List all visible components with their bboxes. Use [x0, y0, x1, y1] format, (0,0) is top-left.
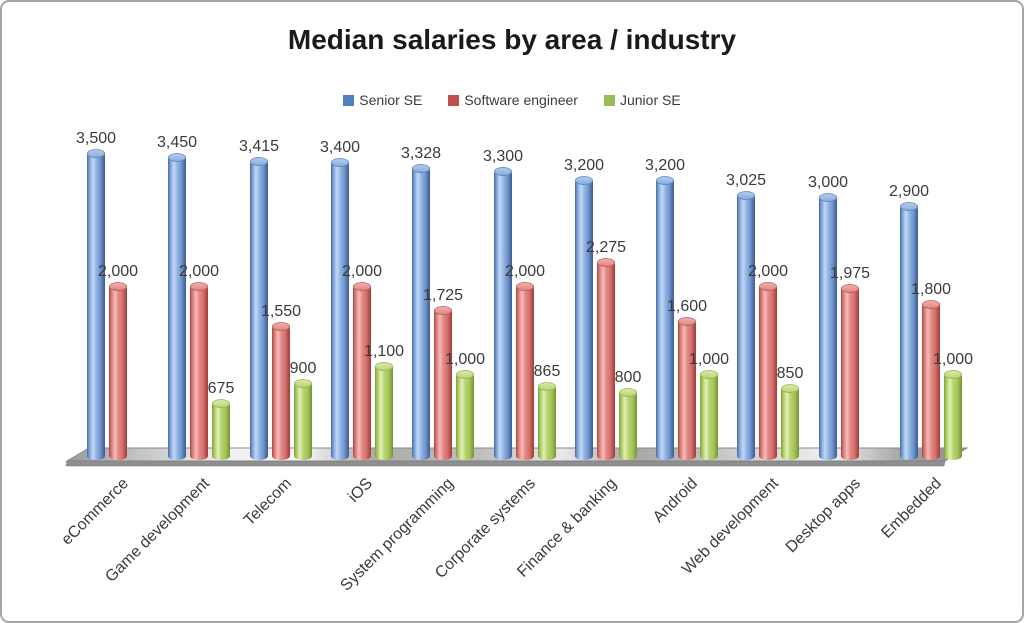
value-label-software-engineer-ios: 2,000	[341, 263, 383, 280]
value-label-senior-se-finance-banking: 3,200	[563, 157, 605, 174]
value-label-software-engineer-android: 1,600	[666, 298, 708, 315]
bar-software-engineer-embedded	[922, 300, 940, 460]
bar-software-engineer-web-development	[759, 282, 777, 460]
legend-swatch-senior-se	[343, 94, 355, 106]
category-label-desktop-apps: Desktop apps	[782, 475, 865, 557]
bar-junior-se-corporate-systems	[538, 382, 556, 460]
bar-senior-se-game-development	[168, 153, 186, 460]
bar-software-engineer-system-programming	[434, 306, 452, 460]
value-label-senior-se-desktop-apps: 3,000	[807, 174, 849, 191]
legend-item-senior-se: Senior SE	[343, 92, 422, 108]
value-label-junior-se-embedded: 1,000	[932, 351, 974, 368]
bar-junior-se-game-development	[212, 399, 230, 460]
bar-junior-se-telecom	[294, 379, 312, 460]
value-label-senior-se-ios: 3,400	[319, 139, 361, 156]
chart-title: Median salaries by area / industry	[287, 24, 737, 55]
bar-senior-se-ios	[331, 158, 349, 460]
bar-software-engineer-corporate-systems	[516, 282, 534, 460]
value-label-senior-se-android: 3,200	[644, 157, 686, 174]
legend-swatch-software-engineer	[448, 94, 460, 106]
value-label-senior-se-corporate-systems: 3,300	[482, 148, 524, 165]
bar-junior-se-ios	[375, 362, 393, 460]
value-label-software-engineer-web-development: 2,000	[747, 263, 789, 280]
bar-senior-se-android	[656, 176, 674, 460]
bar-software-engineer-finance-banking	[597, 258, 615, 460]
value-label-software-engineer-telecom: 1,550	[260, 303, 302, 320]
bar-junior-se-system-programming	[456, 370, 474, 460]
bar-junior-se-web-development	[781, 384, 799, 460]
legend-swatch-junior-se	[603, 94, 615, 106]
value-label-software-engineer-finance-banking: 2,275	[585, 239, 627, 256]
value-label-software-engineer-corporate-systems: 2,000	[504, 263, 546, 280]
value-label-software-engineer-embedded: 1,800	[910, 281, 952, 298]
value-label-junior-se-finance-banking: 800	[614, 369, 642, 386]
legend-item-junior-se: Junior SE	[603, 92, 681, 108]
category-label-telecom: Telecom	[240, 475, 296, 530]
bar-senior-se-telecom	[250, 157, 268, 460]
legend-label-junior-se: Junior SE	[619, 92, 681, 108]
bar-software-engineer-game-development	[190, 282, 208, 460]
bar-software-engineer-telecom	[272, 322, 290, 460]
value-label-senior-se-web-development: 3,025	[725, 172, 767, 189]
legend-item-software-engineer: Software engineer	[448, 92, 578, 108]
value-label-senior-se-game-development: 3,450	[156, 134, 198, 151]
bar-software-engineer-android	[678, 317, 696, 460]
floor-front-edge	[65, 460, 946, 467]
value-label-junior-se-system-programming: 1,000	[444, 351, 486, 368]
value-label-software-engineer-game-development: 2,000	[178, 263, 220, 280]
value-label-software-engineer-desktop-apps: 1,975	[829, 265, 871, 282]
bar-software-engineer-ios	[353, 282, 371, 460]
bar-senior-se-web-development	[737, 191, 755, 460]
bar-senior-se-corporate-systems	[494, 167, 512, 460]
value-label-software-engineer-ecommerce: 2,000	[97, 263, 139, 280]
bar-senior-se-system-programming	[412, 164, 430, 460]
value-label-junior-se-telecom: 900	[289, 360, 317, 377]
value-label-junior-se-game-development: 675	[207, 380, 235, 397]
bar-junior-se-android	[700, 370, 718, 460]
bar-junior-se-finance-banking	[619, 388, 637, 460]
category-label-ecommerce: eCommerce	[58, 475, 133, 549]
value-label-senior-se-ecommerce: 3,500	[75, 130, 117, 147]
legend-label-senior-se: Senior SE	[359, 92, 423, 108]
value-label-junior-se-web-development: 850	[776, 365, 804, 382]
value-label-software-engineer-system-programming: 1,725	[422, 287, 464, 304]
category-label-corporate-systems: Corporate systems	[432, 475, 540, 582]
value-label-senior-se-embedded: 2,900	[888, 183, 930, 200]
bar-software-engineer-ecommerce	[109, 282, 127, 460]
value-label-junior-se-android: 1,000	[688, 351, 730, 368]
value-label-senior-se-telecom: 3,415	[238, 138, 280, 155]
bar-senior-se-desktop-apps	[819, 193, 837, 460]
value-label-junior-se-ios: 1,100	[363, 343, 405, 360]
bar-junior-se-embedded	[944, 370, 962, 460]
bar-senior-se-ecommerce	[87, 149, 105, 460]
bar-senior-se-embedded	[900, 202, 918, 460]
bar-software-engineer-desktop-apps	[841, 284, 859, 460]
value-label-senior-se-system-programming: 3,328	[400, 145, 442, 162]
legend-label-software-engineer: Software engineer	[464, 92, 578, 108]
value-label-junior-se-corporate-systems: 865	[533, 363, 561, 380]
legend: Senior SE Software engineer Junior SE	[2, 92, 1022, 108]
bar-senior-se-finance-banking	[575, 176, 593, 460]
